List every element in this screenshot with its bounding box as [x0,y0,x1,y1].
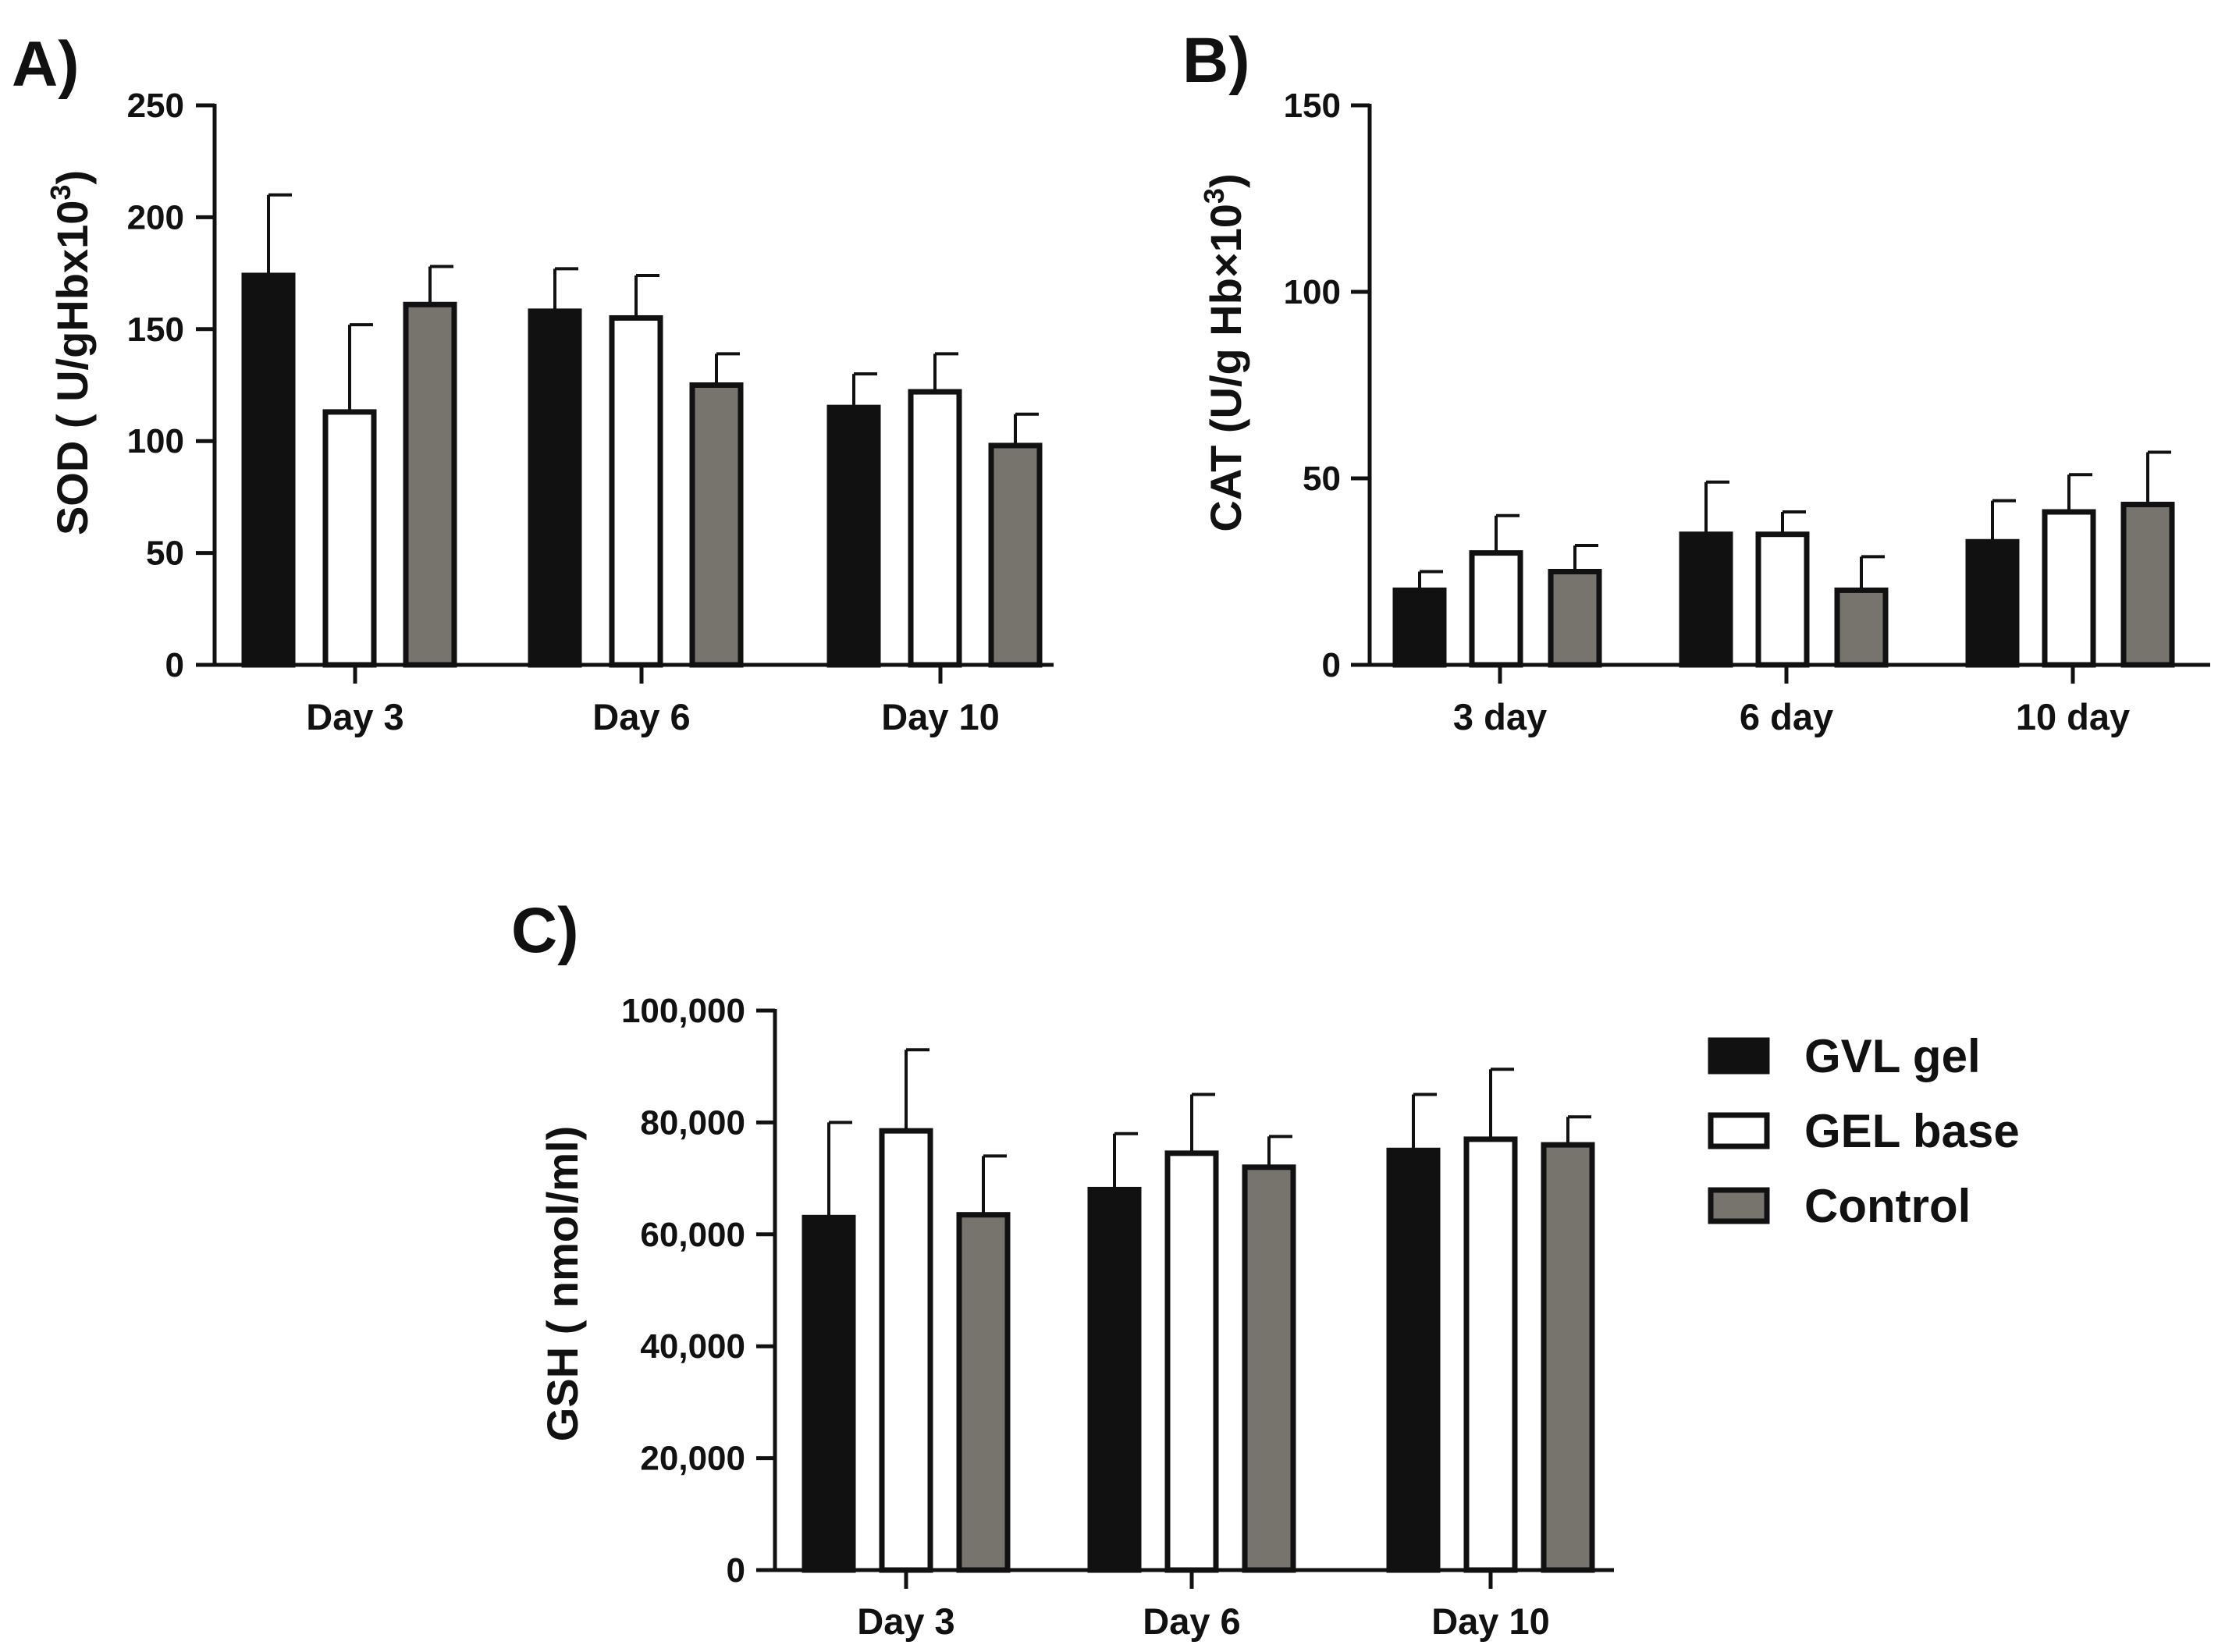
panel-a-bar-control [689,382,744,668]
panel-a-bar-control [403,301,457,668]
panel-c-gsh-chart: C) GSH ( nmol/ml) 0 20,000 40,000 60,000 80,… [511,895,1614,1642]
panel-a-bar-gvl-gel [241,272,296,668]
panel-c-label: C) [511,895,579,966]
legend-swatch-gvl-gel [1708,1037,1770,1075]
panel-a-bars [241,193,1043,668]
panel-a-y-tick-label: 250 [127,87,184,125]
panel-a-bar-gel-base [322,409,377,668]
panel-c-bar-gel-base [1463,1136,1518,1573]
panel-b-x-tick-label: 10 day [2016,696,2130,737]
legend-item-gel-base: GEL base [1708,1105,2020,1157]
panel-c-bar-gel-base [879,1128,933,1573]
panel-a-bar-gvl-gel [528,308,582,668]
legend-item-gvl-gel: GVL gel [1708,1030,1981,1082]
panel-b-x-labels: 3 day 6 day 10 day [1453,665,2130,737]
panel-b-x-tick-label: 3 day [1453,696,1547,737]
legend-swatch-gel-base [1708,1112,1770,1149]
panel-b-y-tick-label: 0 [1322,646,1341,684]
panel-a-y-ticks: 0 50 100 150 200 250 [127,87,215,684]
panel-b-bars [1392,450,2175,668]
panel-b-bar-gvl-gel [1965,538,2020,668]
panel-b-bar-control [1834,587,1889,668]
legend-label-gel-base: GEL base [1804,1105,2020,1157]
panel-b-y-axis-title: CAT (U/g Hb×103) [1198,173,1250,531]
panel-b-label: B) [1182,25,1250,96]
panel-c-x-labels: Day 3 Day 6 Day 10 [857,1570,1550,1642]
panel-a-x-tick-label: Day 6 [592,696,690,737]
panel-b-y-tick-label: 150 [1284,87,1341,125]
panel-c-bar-gvl-gel [1386,1147,1441,1573]
panel-c-y-tick-label: 80,000 [640,1103,745,1142]
panel-c-y-ticks: 0 20,000 40,000 60,000 80,000 100,000 [621,992,775,1590]
panel-a-y-axis-title: SOD ( U/gHbx103) [44,170,97,535]
panel-b-bar-gel-base [1755,531,1810,668]
panel-b-bar-gel-base [2042,509,2096,668]
panel-c-y-tick-label: 20,000 [640,1440,745,1478]
panel-c-y-tick-label: 40,000 [640,1327,745,1366]
panel-a-bar-gvl-gel [826,404,881,668]
panel-a-y-tick-label: 150 [127,311,184,349]
panel-b-bar-gvl-gel [1392,587,1447,668]
panel-a-bar-gel-base [609,314,663,668]
panel-c-y-axis-title: GSH ( nmol/ml) [538,1126,587,1441]
panel-a-y-tick-label: 0 [165,646,184,684]
panel-c-y-tick-label: 100,000 [621,992,745,1030]
panel-a-x-tick-label: Day 10 [881,696,1000,737]
panel-c-bar-gvl-gel [1087,1186,1142,1573]
panel-b-bar-gel-base [1469,550,1523,668]
panel-b-bar-gvl-gel [1679,531,1733,668]
panel-c-bar-control [1541,1142,1595,1573]
panel-a-bar-control [988,442,1043,668]
panel-c-x-tick-label: Day 10 [1431,1600,1550,1642]
panel-a-y-tick-label: 100 [127,422,184,460]
panel-b-bar-control [1548,569,1602,668]
panel-a-x-tick-label: Day 3 [306,696,403,737]
panel-c-bar-control [956,1212,1011,1573]
panel-a-y-tick-label: 200 [127,198,184,236]
panel-b-axes [1367,104,2210,667]
legend-label-gvl-gel: GVL gel [1804,1030,1981,1082]
panel-c-bars [802,1048,1595,1573]
panel-c-x-tick-label: Day 6 [1143,1600,1240,1642]
panel-a-y-tick-label: 50 [146,535,184,573]
panel-c-bar-gvl-gel [802,1214,856,1573]
panel-c-y-tick-label: 0 [727,1551,745,1590]
panel-c-axes [773,1009,1614,1572]
legend-label-control: Control [1804,1180,1971,1232]
legend-swatch-control [1708,1187,1770,1224]
panel-b-bar-control [2120,501,2175,668]
legend: GVL gel GEL base Control [1708,1030,2020,1232]
panel-b-y-tick-label: 50 [1303,460,1341,498]
panel-a-sod-chart: A) SOD ( U/gHbx103) 0 50 100 150 200 250 Day … [12,29,1054,737]
panel-b-x-tick-label: 6 day [1740,696,1833,737]
panel-a-x-labels: Day 3 Day 6 Day 10 [306,665,1000,737]
panel-c-y-tick-label: 60,000 [640,1216,745,1254]
panel-c-x-tick-label: Day 3 [857,1600,954,1642]
panel-a-axes [212,104,1054,667]
panel-b-y-tick-label: 100 [1284,273,1341,311]
panel-b-y-ticks: 0 50 100 150 [1284,87,1370,684]
panel-a-bar-gel-base [908,389,962,668]
panel-c-bar-gel-base [1164,1150,1219,1573]
panel-a-label: A) [12,29,80,100]
panel-c-bar-control [1242,1164,1296,1573]
legend-item-control: Control [1708,1180,1971,1232]
panel-b-cat-chart: B) CAT (U/g Hb×103) 0 50 100 150 3 day 6 day… [1182,25,2210,737]
